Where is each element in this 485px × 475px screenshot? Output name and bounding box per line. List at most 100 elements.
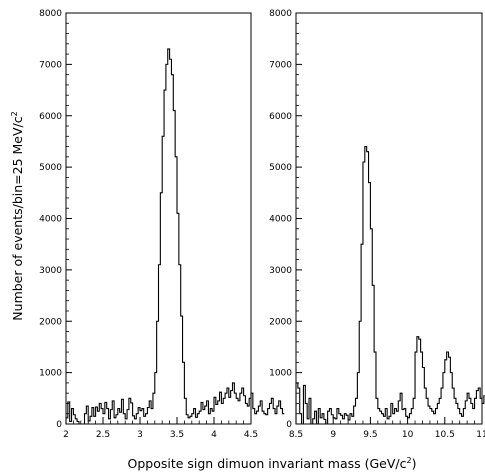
- histogram-bin: [171, 75, 173, 424]
- x-tick-label: 4: [211, 430, 217, 440]
- histogram-bin: [443, 373, 445, 424]
- histogram-bin: [188, 418, 190, 424]
- histogram-line: [65, 48, 285, 425]
- histogram-bin: [247, 406, 249, 424]
- histogram-bin: [356, 398, 358, 424]
- histogram-bin: [192, 414, 194, 424]
- histogram-bin: [255, 414, 257, 424]
- histogram-bin: [460, 414, 462, 424]
- histogram-bin: [175, 157, 177, 424]
- histogram-bin: [380, 411, 382, 424]
- histogram-bin: [110, 410, 112, 424]
- histogram-bin: [231, 391, 233, 424]
- histogram-bin: [157, 321, 159, 424]
- histogram-bin: [109, 419, 111, 424]
- histogram-bin: [449, 357, 451, 424]
- histogram-bin: [88, 421, 90, 424]
- histogram-bin: [179, 265, 181, 424]
- histogram-bin: [467, 393, 469, 424]
- histogram-bin: [266, 415, 268, 424]
- histogram-bin: [482, 403, 484, 424]
- histogram-bin: [207, 401, 209, 424]
- x-tick-label: 10: [402, 430, 414, 440]
- histogram-bin: [415, 352, 417, 424]
- histogram-bin: [120, 412, 122, 424]
- histogram-bin: [313, 419, 315, 424]
- histogram-bin: [220, 392, 222, 424]
- histogram-bin: [369, 183, 371, 424]
- histogram-bin: [216, 404, 218, 424]
- histogram-bin: [300, 414, 302, 424]
- y-tick-label: 2000: [39, 317, 62, 327]
- histogram-bin: [363, 162, 365, 424]
- y-tick-label: 6000: [269, 112, 292, 122]
- histogram-bin: [428, 406, 430, 424]
- histogram-line: [295, 146, 485, 425]
- histogram-bin: [127, 410, 129, 424]
- histogram-bin: [281, 409, 283, 424]
- histogram-bin: [393, 414, 395, 424]
- histogram-bin: [411, 409, 413, 424]
- y-tick-label: 4000: [39, 215, 62, 225]
- histogram-bin: [162, 136, 164, 424]
- histogram-bin: [436, 409, 438, 424]
- histogram-bin: [432, 411, 434, 424]
- histogram-bin: [447, 352, 449, 424]
- histogram-bin: [396, 411, 398, 424]
- histogram-bin: [77, 421, 79, 424]
- histogram-bin: [456, 403, 458, 424]
- histogram-bin: [331, 415, 333, 424]
- histogram-bin: [186, 415, 188, 424]
- histogram-bin: [245, 403, 247, 424]
- histogram-bin: [409, 414, 411, 424]
- histogram-bin: [439, 398, 441, 424]
- histogram-bin: [229, 397, 231, 424]
- histogram-bin: [450, 373, 452, 424]
- histogram-bin: [114, 418, 116, 424]
- histogram-bin: [402, 410, 404, 424]
- histogram-bin: [383, 416, 385, 424]
- histogram-bin: [142, 409, 144, 424]
- histogram-bin: [419, 339, 421, 424]
- histogram-bin: [225, 393, 227, 424]
- histogram-bin: [437, 403, 439, 424]
- histogram-bin: [140, 411, 142, 424]
- histogram-bin: [257, 411, 259, 424]
- histogram-bin: [424, 388, 426, 424]
- histogram-bin: [391, 403, 393, 424]
- histogram-bin: [333, 418, 335, 424]
- histogram-bin: [233, 383, 235, 424]
- histogram-bin: [236, 398, 238, 424]
- right-panel: 0 1000 2000 3000 4000 5000 6000 7000 8000 8.5 9 9.5…: [269, 9, 485, 440]
- histogram-bin: [146, 414, 148, 424]
- histogram-bin: [183, 362, 185, 424]
- histogram-bin: [133, 416, 135, 424]
- histogram-bin: [205, 406, 207, 424]
- histogram-bin: [406, 416, 408, 424]
- histogram-bin: [196, 417, 198, 424]
- histogram-bin: [475, 398, 477, 424]
- histogram-bin: [66, 418, 68, 424]
- histogram-bin: [462, 416, 464, 424]
- histogram-bin: [346, 415, 348, 424]
- histogram-bin: [73, 415, 75, 424]
- histogram-bin: [194, 409, 196, 424]
- histogram-bin: [441, 388, 443, 424]
- histogram-bin: [201, 402, 203, 424]
- histogram-bin: [94, 416, 96, 424]
- histogram-bin: [339, 414, 341, 424]
- histogram-bin: [159, 265, 161, 424]
- histogram-bin: [426, 398, 428, 424]
- histogram-bin: [258, 406, 260, 424]
- histogram-bin: [99, 403, 101, 424]
- histogram-bin: [471, 403, 473, 424]
- histogram-bin: [112, 401, 114, 424]
- histogram-bin: [129, 398, 131, 424]
- histogram-bin: [387, 419, 389, 424]
- histogram-bin: [168, 49, 170, 424]
- histogram-bin: [315, 411, 317, 424]
- histogram-bin: [153, 393, 155, 424]
- histogram-bin: [365, 147, 367, 424]
- histogram-bin: [329, 409, 331, 424]
- histogram-bin: [434, 414, 436, 424]
